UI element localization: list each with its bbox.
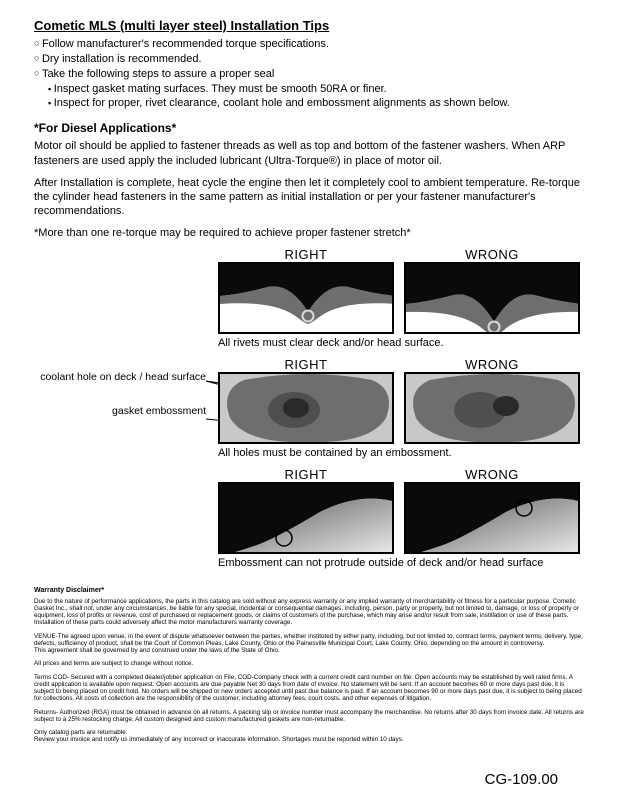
caption-1: All rivets must clear deck and/or head s…	[218, 337, 580, 349]
label-wrong-3: WRONG	[404, 467, 580, 482]
doc-code: CG-109.00	[485, 771, 558, 788]
figure-row-1: RIGHT WRONG All rivets must clear deck a…	[28, 247, 590, 353]
figure-row-2: coolant hole on deck / head surface gask…	[28, 357, 590, 463]
disc-p2: VENUE-The agreed upon venue, in the even…	[34, 633, 584, 655]
disc-p6: Returns- Authorized (RGA) must be obtain…	[34, 709, 584, 723]
sub-bullet-1: Inspect gasket mating surfaces. They mus…	[48, 82, 590, 97]
bullet-3: Take the following steps to assure a pro…	[34, 67, 590, 82]
caption-3: Embossment can not protrude outside of d…	[218, 557, 580, 569]
label-wrong-2: WRONG	[404, 357, 580, 372]
bullet-2: Dry installation is recommended.	[34, 52, 590, 67]
diesel-p1: Motor oil should be applied to fastener …	[28, 139, 590, 168]
label-right-3: RIGHT	[218, 467, 394, 482]
bullet-1: Follow manufacturer's recommended torque…	[34, 37, 590, 52]
disclaimer-head: Warranty Disclaimer*	[34, 587, 584, 594]
label-right-1: RIGHT	[218, 247, 394, 262]
fig-3-wrong	[404, 482, 580, 554]
warranty-disclaimer: Warranty Disclaimer* Due to the nature o…	[28, 587, 590, 744]
label-wrong-1: WRONG	[404, 247, 580, 262]
bullet-list: Follow manufacturer's recommended torque…	[34, 37, 590, 111]
disc-p5: Terms COD- Secured with a completed deal…	[34, 674, 584, 703]
sub-bullet-2: Inspect for proper, rivet clearance, coo…	[48, 96, 590, 111]
fig-2-right	[218, 372, 394, 444]
doc-title: Cometic MLS (multi layer steel) Installa…	[28, 18, 590, 33]
fig-3-right	[218, 482, 394, 554]
fig-2-wrong	[404, 372, 580, 444]
disc-p7: Only catalog parts are returnable.Review…	[34, 729, 584, 743]
disc-p1: Due to the nature of performance applica…	[34, 598, 584, 627]
diesel-p2: After Installation is complete, heat cyc…	[28, 176, 590, 219]
diesel-note: *More than one re-torque may be required…	[28, 227, 590, 239]
disc-p4: All prices and terms are subject to chan…	[34, 660, 584, 667]
fig-1-right	[218, 262, 394, 334]
figure-row-3: RIGHT WRONG Embossment	[28, 467, 590, 573]
diesel-heading: *For Diesel Applications*	[28, 121, 590, 135]
fig-1-wrong	[404, 262, 580, 334]
